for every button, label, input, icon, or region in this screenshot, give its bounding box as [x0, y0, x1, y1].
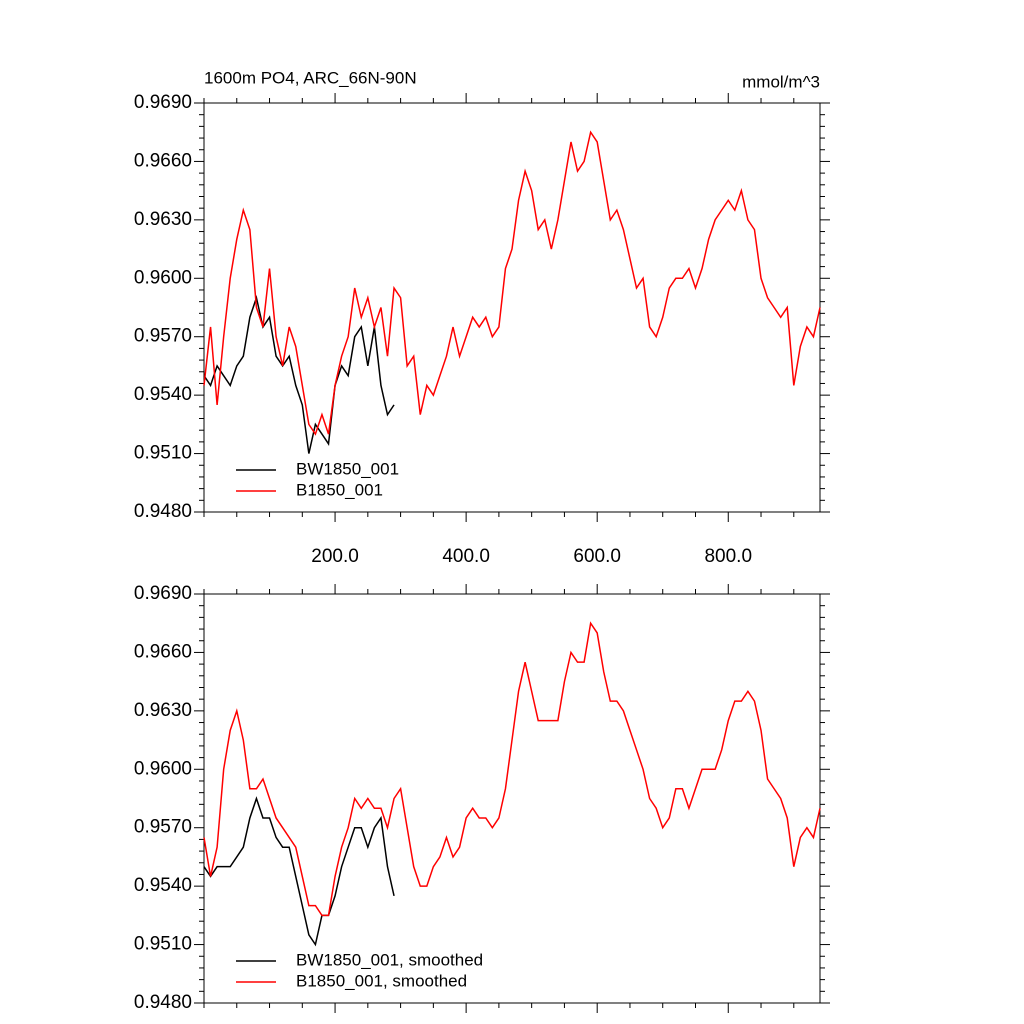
legend-label: B1850_001, smoothed	[296, 971, 467, 990]
series-line	[203, 796, 395, 947]
x-tick-label: 600.0	[573, 546, 621, 567]
y-tick-label: 0.9600	[134, 267, 192, 288]
y-tick-label: 0.9480	[134, 501, 192, 522]
y-tick-label: 0.9570	[134, 817, 192, 838]
x-tick-label: 800.0	[704, 546, 752, 567]
x-tick-label: 200.0	[311, 546, 359, 567]
legend-label: BW1850_001, smoothed	[296, 950, 483, 969]
series-line	[203, 130, 821, 436]
y-tick-label: 0.9690	[134, 583, 192, 604]
x-tick-label: 400.0	[442, 546, 490, 567]
y-tick-label: 0.9630	[134, 700, 192, 721]
y-tick-label: 0.9480	[134, 992, 192, 1013]
y-tick-label: 0.9570	[134, 326, 192, 347]
chart-title: 1600m PO4, ARC_66N-90N	[204, 68, 417, 87]
y-tick-label: 0.9630	[134, 209, 192, 230]
legend-label: BW1850_001	[296, 459, 399, 478]
y-tick-label: 0.9510	[134, 443, 192, 464]
y-tick-label: 0.9540	[134, 875, 192, 896]
y-tick-label: 0.9600	[134, 758, 192, 779]
series-line	[203, 294, 395, 454]
plot-frame	[203, 102, 821, 513]
y-tick-label: 0.9660	[134, 150, 192, 171]
y-tick-label: 0.9660	[134, 641, 192, 662]
plot-frame	[203, 593, 821, 1004]
units-label: mmol/m^3	[742, 72, 820, 91]
y-tick-label: 0.9540	[134, 384, 192, 405]
y-tick-label: 0.9510	[134, 934, 192, 955]
legend-label: B1850_001	[296, 480, 383, 499]
y-tick-label: 0.9690	[134, 92, 192, 113]
series-line	[203, 621, 821, 917]
